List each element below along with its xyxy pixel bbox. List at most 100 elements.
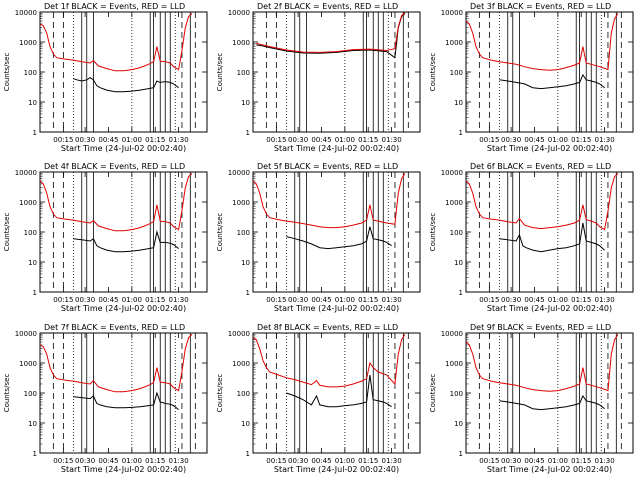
- x-tick-label: 01:30: [169, 457, 189, 465]
- y-tick-label: 1000: [19, 199, 37, 207]
- x-tick-label: 00:30: [288, 457, 308, 465]
- x-tick-label: 01:15: [145, 457, 165, 465]
- panel-title: Det 6f BLACK = Events, RED = LLD: [470, 162, 611, 171]
- x-tick-label: 01:30: [382, 136, 402, 144]
- x-tick-label: 00:30: [501, 136, 521, 144]
- y-tick-label: 100: [450, 229, 463, 237]
- x-tick-label: 00:15: [266, 136, 286, 144]
- events-series-line: [256, 13, 406, 59]
- y-tick-label: 1: [459, 450, 463, 458]
- y-tick-label: 100: [237, 229, 250, 237]
- x-tick-label: 00:30: [288, 296, 308, 304]
- detector-panel: Det 2f BLACK = Events, RED = LLD10000100…: [216, 2, 421, 153]
- y-tick-label: 10: [241, 259, 250, 267]
- x-axis-label: Start Time (24-Jul-02 00:02:40): [487, 144, 612, 153]
- x-tick-label: 01:30: [382, 296, 402, 304]
- events-series-line: [73, 391, 179, 410]
- y-tick-label: 100: [450, 390, 463, 398]
- x-tick-label: 01:30: [595, 296, 615, 304]
- y-tick-label: 100: [450, 69, 463, 77]
- lld-series-line: [465, 173, 619, 231]
- x-tick-label: 00:45: [311, 296, 331, 304]
- x-tick-label: 00:15: [479, 296, 499, 304]
- y-tick-label: 1000: [445, 199, 463, 207]
- x-tick-label: 00:30: [75, 136, 95, 144]
- lld-series-line: [252, 173, 406, 229]
- x-tick-label: 00:15: [53, 457, 73, 465]
- detector-panel: Det 5f BLACK = Events, RED = LLD10000100…: [216, 162, 421, 313]
- lld-series-line: [39, 13, 193, 72]
- y-tick-label: 10000: [441, 169, 463, 177]
- x-tick-label: 00:30: [288, 136, 308, 144]
- events-series-line: [286, 226, 392, 250]
- x-axis-label: Start Time (24-Jul-02 00:02:40): [61, 304, 186, 313]
- x-tick-label: 01:00: [122, 296, 142, 304]
- y-tick-label: 10000: [15, 330, 37, 338]
- x-tick-label: 00:15: [479, 136, 499, 144]
- y-tick-label: 100: [237, 69, 250, 77]
- events-series-line: [499, 394, 605, 411]
- detector-panel: Det 8f BLACK = Events, RED = LLD10000100…: [216, 323, 421, 474]
- panel-title: Det 9f BLACK = Events, RED = LLD: [470, 323, 611, 332]
- x-tick-label: 01:15: [571, 296, 591, 304]
- detector-panel: Det 3f BLACK = Events, RED = LLD10000100…: [429, 2, 634, 153]
- x-tick-label: 01:00: [548, 296, 568, 304]
- y-tick-label: 10000: [228, 9, 250, 17]
- x-tick-label: 00:15: [479, 457, 499, 465]
- x-tick-label: 00:30: [75, 457, 95, 465]
- y-tick-label: 1000: [232, 360, 250, 368]
- y-axis-label: Counts/sec: [429, 374, 437, 413]
- x-tick-label: 01:30: [169, 296, 189, 304]
- y-tick-label: 10: [28, 420, 37, 428]
- x-axis-label: Start Time (24-Jul-02 00:02:40): [274, 144, 399, 153]
- x-tick-label: 01:30: [382, 457, 402, 465]
- x-tick-label: 00:45: [524, 136, 544, 144]
- y-tick-label: 1000: [232, 39, 250, 47]
- x-tick-label: 01:15: [571, 136, 591, 144]
- x-tick-label: 01:00: [335, 457, 355, 465]
- y-tick-label: 10000: [228, 169, 250, 177]
- y-tick-label: 1: [459, 289, 463, 297]
- y-axis-label: Counts/sec: [429, 213, 437, 252]
- events-series-line: [286, 374, 392, 408]
- x-tick-label: 00:45: [311, 457, 331, 465]
- y-tick-label: 100: [24, 229, 37, 237]
- panel-title: Det 5f BLACK = Events, RED = LLD: [257, 162, 398, 171]
- y-axis-label: Counts/sec: [429, 53, 437, 92]
- y-tick-label: 1: [246, 129, 250, 137]
- y-tick-label: 10: [454, 259, 463, 267]
- x-tick-label: 00:15: [53, 296, 73, 304]
- y-axis-label: Counts/sec: [216, 374, 224, 413]
- detector-panel: Det 6f BLACK = Events, RED = LLD10000100…: [429, 162, 634, 313]
- x-tick-label: 00:45: [311, 136, 331, 144]
- y-axis-label: Counts/sec: [216, 213, 224, 252]
- y-tick-label: 1000: [445, 39, 463, 47]
- y-tick-label: 10: [454, 420, 463, 428]
- detector-panel: Det 7f BLACK = Events, RED = LLD10000100…: [3, 323, 208, 474]
- x-tick-label: 01:30: [595, 136, 615, 144]
- x-tick-label: 01:00: [335, 136, 355, 144]
- y-tick-label: 1: [33, 289, 37, 297]
- events-series-line: [73, 76, 179, 93]
- x-tick-label: 01:15: [358, 457, 378, 465]
- y-tick-label: 1: [33, 450, 37, 458]
- events-series-line: [499, 222, 605, 253]
- detector-panel: Det 9f BLACK = Events, RED = LLD10000100…: [429, 323, 634, 474]
- detector-panel: Det 4f BLACK = Events, RED = LLD10000100…: [3, 162, 208, 313]
- y-axis-label: Counts/sec: [3, 213, 11, 252]
- panel-title: Det 1f BLACK = Events, RED = LLD: [44, 2, 185, 11]
- y-tick-label: 10: [241, 99, 250, 107]
- y-tick-label: 1: [459, 129, 463, 137]
- detector-panel: Det 1f BLACK = Events, RED = LLD10000100…: [3, 2, 208, 153]
- x-tick-label: 01:15: [571, 457, 591, 465]
- lld-series-line: [465, 334, 619, 392]
- lld-series-line: [252, 334, 406, 388]
- panel-title: Det 3f BLACK = Events, RED = LLD: [470, 2, 611, 11]
- x-tick-label: 00:45: [524, 457, 544, 465]
- y-tick-label: 10000: [228, 330, 250, 338]
- y-tick-label: 1: [246, 450, 250, 458]
- lld-series-line: [39, 173, 193, 232]
- x-axis-label: Start Time (24-Jul-02 00:02:40): [274, 465, 399, 474]
- x-tick-label: 00:45: [98, 296, 118, 304]
